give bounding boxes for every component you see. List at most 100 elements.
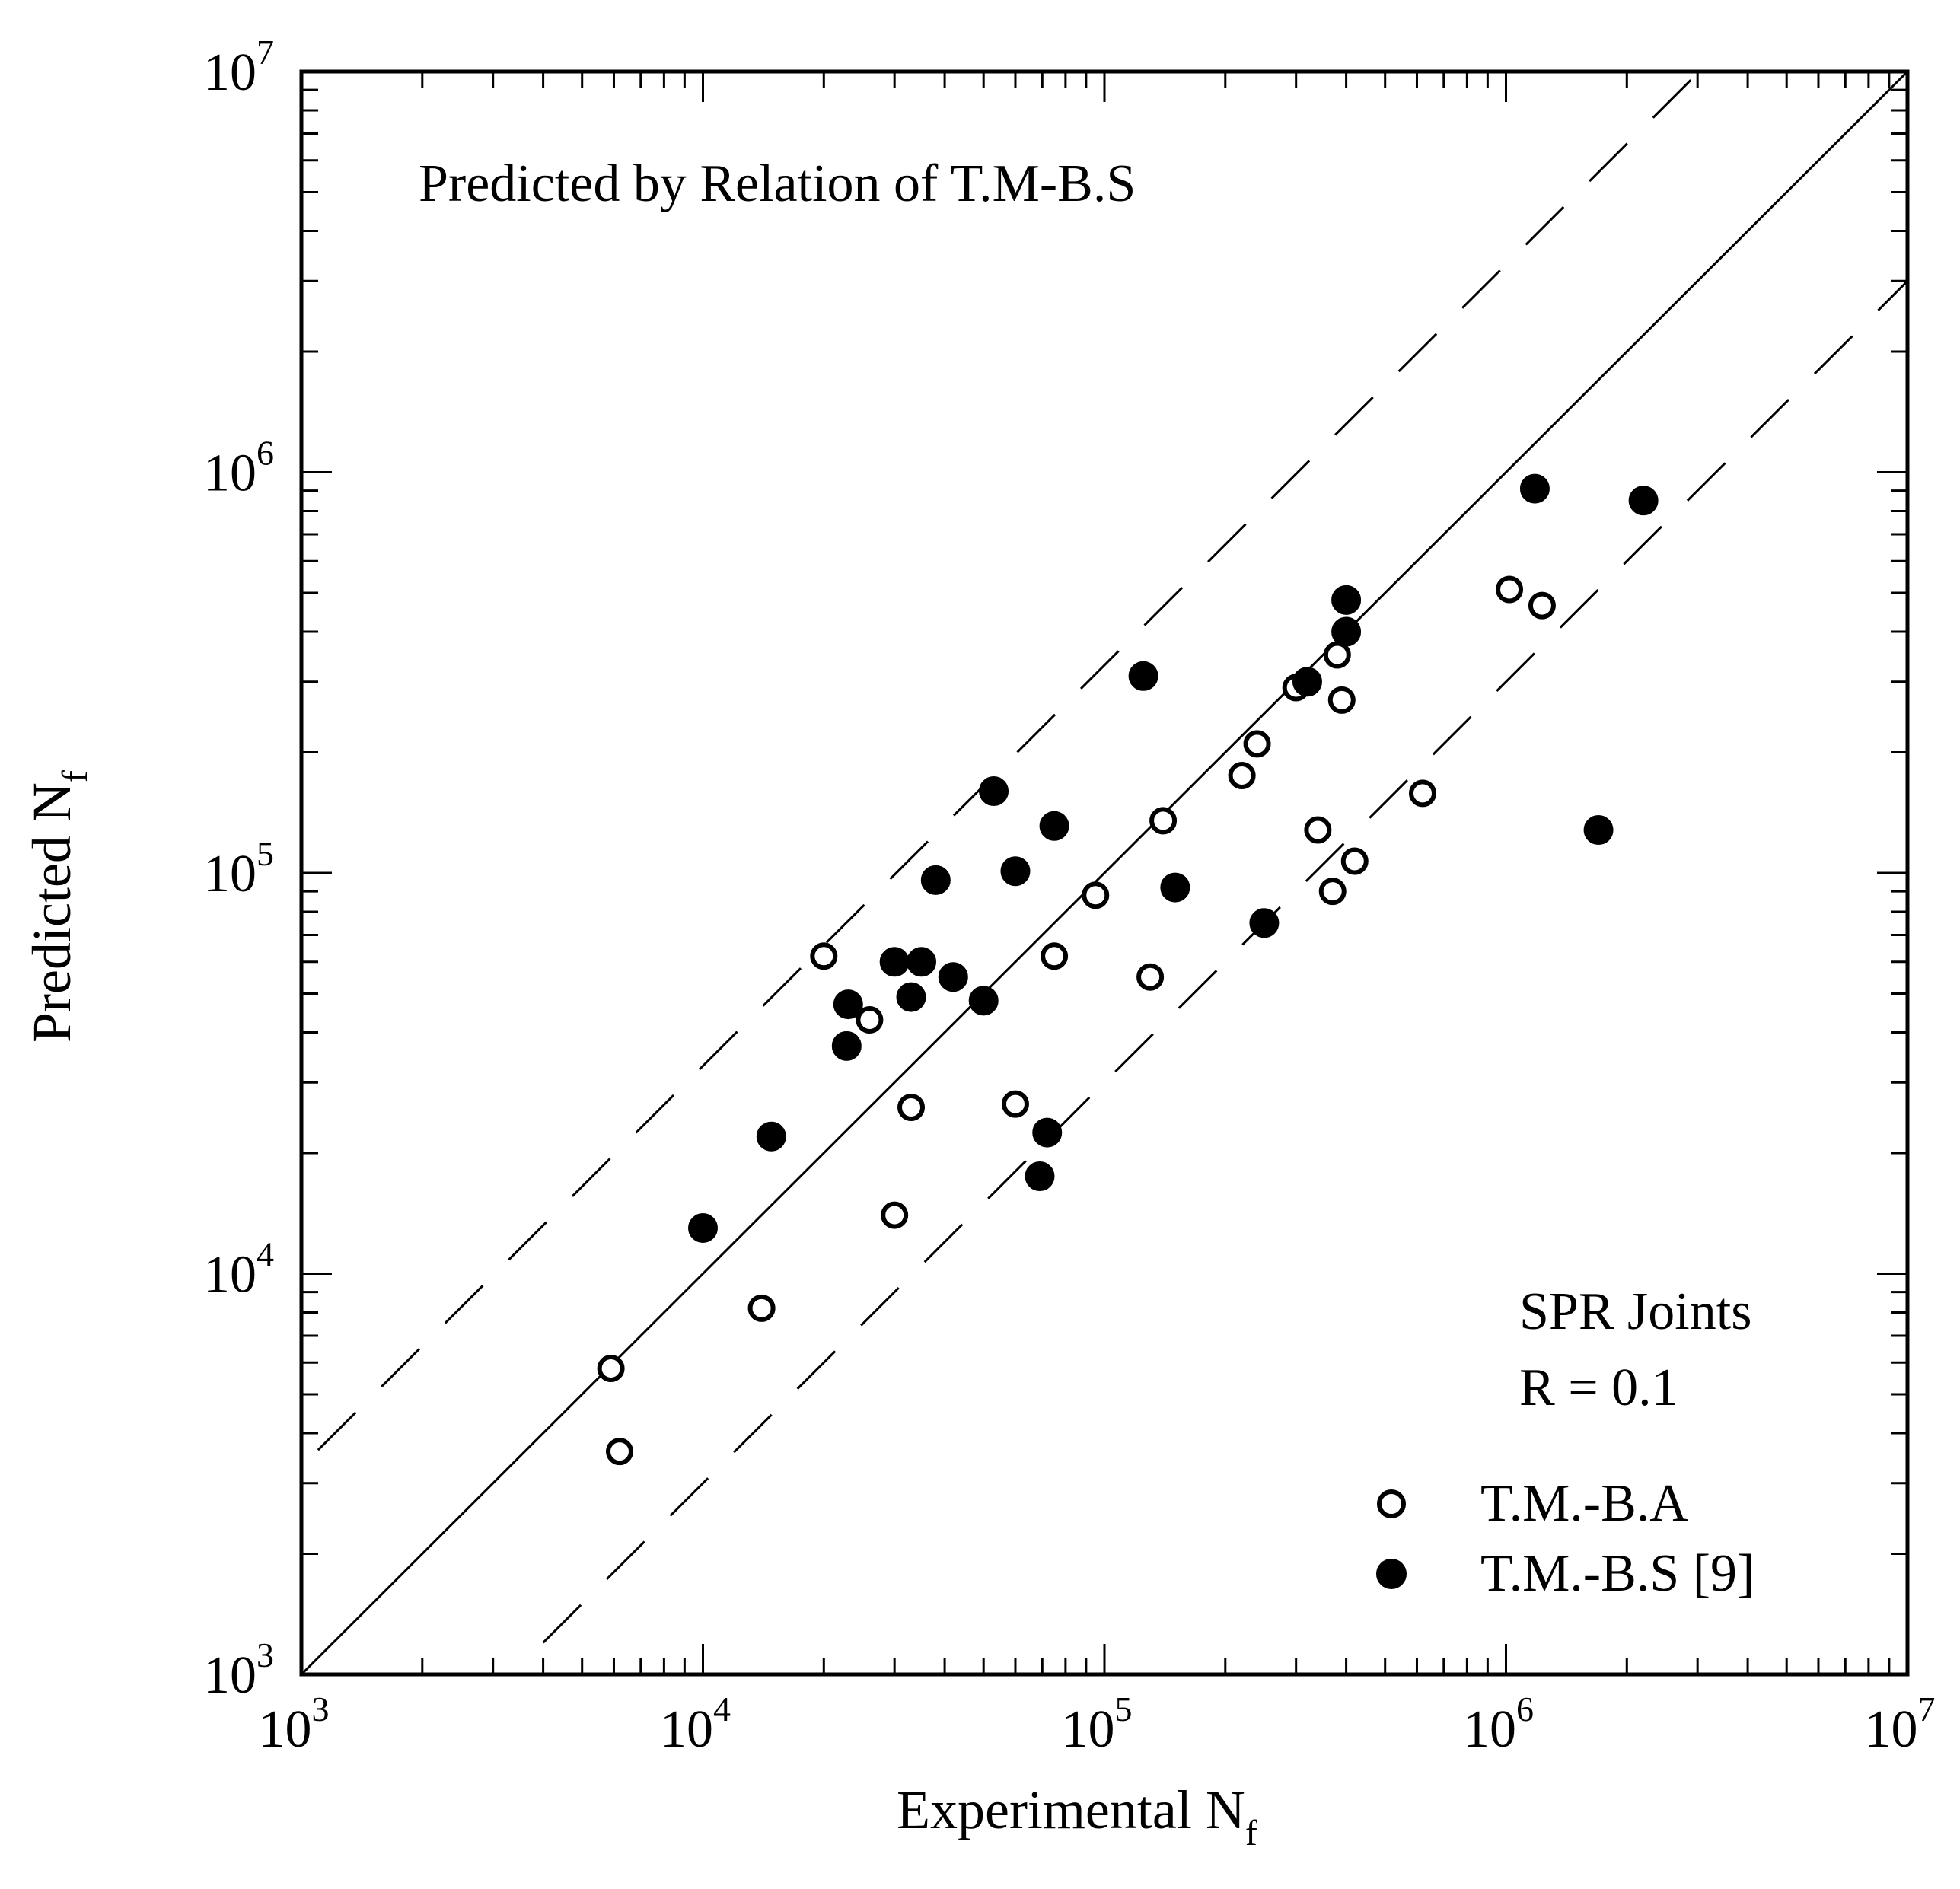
y-tick-label: 107 xyxy=(203,33,274,102)
legend-label-open: T.M.-B.A xyxy=(1480,1474,1688,1533)
y-tick-exp: 3 xyxy=(257,1636,274,1674)
x-tick-exp: 4 xyxy=(713,1690,731,1728)
data-point-tmbs xyxy=(1249,908,1280,938)
data-point-tmba xyxy=(1136,963,1165,991)
y-axis-label: Predicted Nf xyxy=(21,770,95,1043)
y-tick-exp: 5 xyxy=(257,834,274,873)
x-axis-label-text: Experimental N xyxy=(897,1779,1245,1840)
y-tick-base: 10 xyxy=(203,444,257,503)
x-axis-label: Experimental Nf xyxy=(897,1779,1257,1853)
y-tick-label: 106 xyxy=(203,434,274,503)
data-point-tmba xyxy=(1001,1090,1029,1118)
x-tick-base: 10 xyxy=(1463,1700,1516,1759)
y-tick-label: 104 xyxy=(203,1235,274,1304)
data-point-tmbs xyxy=(879,947,910,977)
x-tick-label: 105 xyxy=(1062,1690,1133,1759)
y-tick-base: 10 xyxy=(203,845,257,903)
data-point-tmba xyxy=(810,942,838,970)
data-point-tmba xyxy=(1149,807,1178,835)
y-tick-exp: 4 xyxy=(257,1235,274,1274)
reference-line-lower-bound xyxy=(542,280,1909,1644)
x-tick-exp: 5 xyxy=(1115,1690,1133,1728)
svg-text:Predicted Nf: Predicted Nf xyxy=(21,770,95,1043)
x-tick-base: 10 xyxy=(660,1700,713,1759)
data-point-tmba xyxy=(1318,878,1347,906)
annotation-title: Predicted by Relation of T.M-B.S xyxy=(419,154,1136,213)
data-point-tmbs xyxy=(1519,473,1550,504)
data-point-tmba xyxy=(747,1294,776,1322)
data-point-tmbs xyxy=(1628,486,1659,516)
data-point-tmba xyxy=(1323,641,1351,669)
data-point-tmba xyxy=(597,1355,625,1383)
data-point-tmbs xyxy=(1160,872,1190,903)
y-tick-base: 10 xyxy=(203,1646,257,1705)
data-point-tmba xyxy=(1304,816,1332,844)
data-point-tmbs xyxy=(833,989,863,1020)
data-point-tmba xyxy=(1228,762,1256,790)
data-point-tmbs xyxy=(968,986,999,1016)
x-tick-label: 107 xyxy=(1865,1690,1936,1759)
data-point-tmbs xyxy=(906,947,936,977)
legend-marker-open xyxy=(1377,1489,1406,1518)
x-tick-label: 104 xyxy=(660,1690,731,1759)
data-point-tmbs xyxy=(938,962,968,992)
data-point-tmbs xyxy=(1583,815,1614,846)
legend: T.M.-B.A T.M.-B.S [9] xyxy=(1376,1474,1754,1603)
x-axis-label-sub: f xyxy=(1245,1813,1257,1853)
y-tick-exp: 7 xyxy=(257,33,274,72)
data-point-tmba xyxy=(1082,881,1110,909)
data-point-tmbs xyxy=(1331,616,1362,647)
data-point-tmbs xyxy=(1331,585,1362,615)
x-tick-label: 103 xyxy=(259,1690,330,1759)
y-tick-label: 105 xyxy=(203,834,274,903)
data-point-tmbs xyxy=(1025,1161,1055,1192)
data-point-tmbs xyxy=(979,776,1009,807)
data-point-tmba xyxy=(881,1201,909,1229)
data-point-tmbs xyxy=(688,1213,718,1244)
data-point-tmbs xyxy=(896,982,926,1012)
data-point-tmba xyxy=(856,1005,884,1034)
data-point-tmba xyxy=(897,1094,926,1122)
data-point-tmba xyxy=(605,1438,633,1466)
y-tick-label: 103 xyxy=(203,1636,274,1705)
legend-label-filled: T.M.-B.S [9] xyxy=(1480,1544,1754,1603)
y-axis-label-text: Predicted N xyxy=(21,782,82,1043)
data-point-tmbs xyxy=(1000,856,1031,887)
data-points xyxy=(597,473,1659,1466)
y-tick-base: 10 xyxy=(203,43,257,102)
data-point-tmbs xyxy=(1039,811,1069,841)
svg-text:Experimental Nf: Experimental Nf xyxy=(897,1779,1257,1853)
x-tick-base: 10 xyxy=(1062,1700,1115,1759)
x-tick-exp: 7 xyxy=(1918,1690,1936,1728)
x-tick-exp: 3 xyxy=(312,1690,330,1728)
y-axis-label-sub: f xyxy=(55,770,95,782)
data-point-tmbs xyxy=(920,865,951,895)
annotation-load-ratio: R = 0.1 xyxy=(1519,1359,1678,1417)
reference-lines xyxy=(300,70,1909,1676)
x-tick-exp: 6 xyxy=(1516,1690,1534,1728)
data-point-tmbs xyxy=(1128,661,1158,691)
x-tick-label: 106 xyxy=(1463,1690,1534,1759)
y-tick-base: 10 xyxy=(203,1246,257,1304)
data-point-tmbs xyxy=(1032,1117,1063,1148)
x-tick-base: 10 xyxy=(1865,1700,1918,1759)
data-point-tmbs xyxy=(831,1031,862,1061)
data-point-tmbs xyxy=(1292,667,1322,697)
data-point-tmba xyxy=(1408,779,1436,808)
data-point-tmba xyxy=(1327,686,1356,714)
data-point-tmba xyxy=(1496,575,1524,604)
x-tick-base: 10 xyxy=(259,1700,312,1759)
legend-marker-filled xyxy=(1376,1559,1407,1589)
data-point-tmbs xyxy=(756,1121,786,1152)
reference-line-equality xyxy=(300,70,1909,1676)
data-point-tmba xyxy=(1243,730,1271,758)
y-tick-exp: 6 xyxy=(257,434,274,473)
data-point-tmba xyxy=(1528,591,1556,620)
axis-ticks xyxy=(300,72,1907,1676)
reference-line-upper-bound xyxy=(317,70,1700,1451)
data-point-tmba xyxy=(1041,942,1069,970)
data-point-tmba xyxy=(1340,847,1369,875)
annotation-joint-type: SPR Joints xyxy=(1519,1282,1751,1341)
